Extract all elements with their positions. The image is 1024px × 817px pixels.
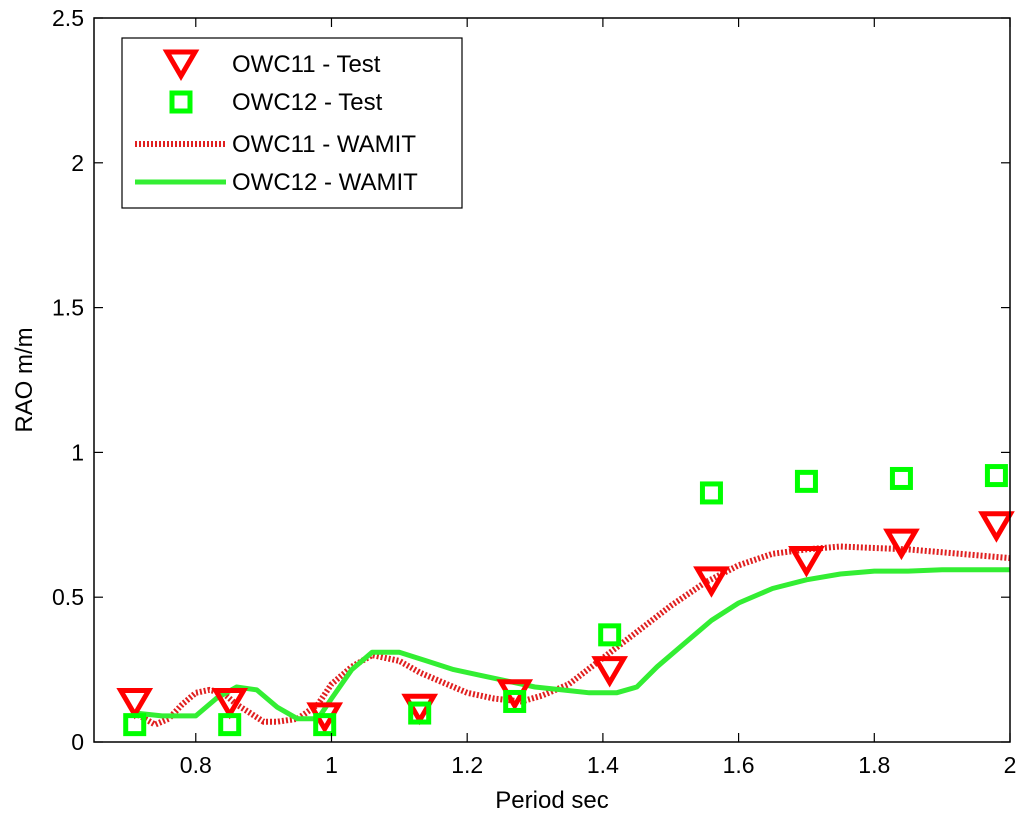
legend-entry-owc11-wamit: OWC11 - WAMIT bbox=[135, 131, 416, 158]
owc11-test-point bbox=[116, 687, 154, 720]
legend-label-owc12-test: OWC12 - Test bbox=[232, 89, 383, 116]
owc11-test-point bbox=[978, 511, 1015, 543]
legend-label-owc12-wamit: OWC12 - WAMIT bbox=[232, 169, 418, 196]
y-tick-label: 0.5 bbox=[52, 584, 84, 610]
owc11-test-point bbox=[883, 528, 920, 561]
legend-entry-owc11-test: OWC11 - Test bbox=[162, 49, 381, 81]
owc12-test-point bbox=[984, 464, 1008, 488]
x-tick-label: 1.6 bbox=[723, 752, 755, 778]
x-tick-label: 1.2 bbox=[451, 752, 483, 778]
y-tick-label: 1.5 bbox=[52, 295, 84, 321]
owc12-test-point bbox=[218, 713, 242, 737]
owc12-test-point bbox=[794, 469, 818, 493]
owc12-test-point bbox=[598, 623, 622, 647]
legend-entry-owc12-test: OWC12 - Test bbox=[169, 89, 383, 116]
owc11-test-point bbox=[211, 687, 249, 720]
owc12-test-point bbox=[503, 689, 527, 713]
ticks-layer: 0.8 1 1.2 1.4 1.6 1.8 2 0 0.5 1 1.5 2 2.5 bbox=[52, 5, 1016, 778]
owc11-test-point bbox=[788, 546, 825, 578]
y-tick-label: 2.5 bbox=[52, 5, 84, 31]
owc11-test-point bbox=[693, 566, 730, 598]
y-tick-label: 2 bbox=[71, 150, 84, 176]
owc12-test-point bbox=[123, 713, 147, 737]
y-axis-title: RAO m/m bbox=[11, 327, 38, 432]
x-tick-label: 1.4 bbox=[587, 752, 619, 778]
owc12-test-point bbox=[313, 713, 337, 737]
legend-label-owc11-test: OWC11 - Test bbox=[232, 51, 381, 78]
y-tick-label: 0 bbox=[71, 729, 84, 755]
x-tick-label: 0.8 bbox=[180, 752, 212, 778]
legend-square-marker-icon bbox=[169, 90, 193, 114]
x-axis-title: Period sec bbox=[495, 787, 608, 814]
series-layer bbox=[116, 464, 1015, 737]
x-tick-label: 1.8 bbox=[858, 752, 890, 778]
owc12-test-point bbox=[889, 466, 913, 490]
legend-label-owc11-wamit: OWC11 - WAMIT bbox=[232, 131, 416, 158]
y-tick-label: 1 bbox=[71, 439, 84, 465]
plot-frame bbox=[93, 17, 1011, 743]
legend-triangle-marker-icon bbox=[162, 49, 200, 81]
owc12-test-point bbox=[699, 481, 723, 505]
legend: OWC11 - Test OWC12 - Test OWC11 - WAMIT … bbox=[121, 37, 463, 209]
x-tick-label: 1 bbox=[325, 752, 338, 778]
x-tick-label: 2 bbox=[1004, 752, 1017, 778]
owc12-test-point bbox=[408, 701, 432, 725]
legend-entry-owc12-wamit: OWC12 - WAMIT bbox=[135, 169, 418, 196]
owc11-test-point bbox=[591, 656, 629, 688]
